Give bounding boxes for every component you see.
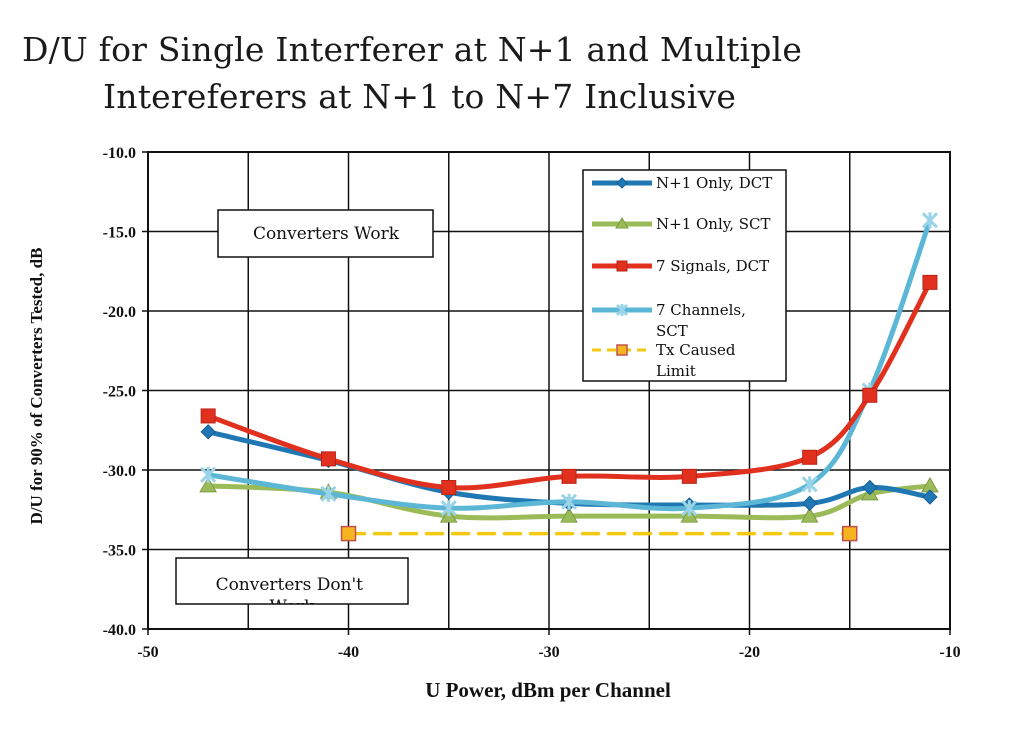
data-point-diamond [862,479,878,496]
data-point-square [320,451,336,467]
data-point-asterisk [440,500,457,517]
data-point-square [842,525,858,542]
y-tick-label: -20.0 [103,304,136,321]
data-point-triangle [560,507,578,523]
data-point-asterisk [320,485,337,502]
data-point-asterisk [560,493,578,510]
data-point-square [802,449,818,465]
annotation-text-line-2: Work [270,597,316,617]
legend-item-4: 7 Channels, SCT [592,301,746,340]
x-tick-label: -20 [739,644,760,661]
y-tick-label: -25.0 [103,384,136,401]
legend-label-line: 7 Channels, [656,301,746,319]
series-7-signals-dct [200,274,938,495]
x-tick-label: -40 [338,644,359,661]
y-axis-ticks: -10.0 -15.0 -20.0 -25.0 -30.0 -35.0 -40.0 [103,145,148,639]
y-tick-label: -30.0 [103,463,136,480]
legend-item-3: 7 Signals, DCT [592,257,769,275]
y-tick-label: -35.0 [103,543,136,560]
legend-label: Tx Caused Limit [656,341,736,380]
legend: N+1 Only, DCT N+1 Only, SCT 7 Signals, DCT… [582,169,787,382]
data-point-diamond [922,489,938,505]
data-point-asterisk [615,303,629,317]
legend-label-line: 7 Signals, DCT [656,257,769,275]
data-point-diamond [801,495,818,512]
legend-label-line: Limit [656,362,696,380]
data-point-asterisk [921,212,939,229]
legend-label-line: N+1 Only, DCT [656,174,772,192]
data-point-square [200,408,216,424]
y-tick-label: -15.0 [103,225,136,242]
y-tick-label: -40.0 [103,622,136,639]
legend-item-5: Tx Caused Limit [592,341,736,380]
annotation-text: Converters Don't Work [216,575,369,617]
legend-label: N+1 Only, DCT [656,174,772,192]
x-tick-label: -10 [939,644,960,661]
data-point-asterisk [801,476,818,493]
data-point-diamond [616,177,628,189]
annotation-box [175,557,409,605]
legend-label-line: Tx Caused [656,341,736,359]
annotation-text: Converters Work [253,224,400,244]
annotation-converters-work: Converters Work [217,209,434,258]
data-point-square [862,387,878,403]
chart-title-line-1: D/U for Single Interferer at N+1 and Mul… [22,30,803,69]
legend-label: 7 Channels, SCT [656,301,746,340]
chart-title-line-2: Intereferers at N+1 to N+7 Inclusive [103,77,737,116]
data-point-triangle [800,507,819,523]
data-point-square [681,468,697,484]
y-axis-title: D/U for 90% of Converters Tested, dB [27,248,46,525]
annotation-converters-dont-work: Converters Don't Work [175,557,409,617]
series-tx-caused-limit [340,525,858,542]
data-point-square [340,525,357,542]
annotation-text-line-1: Converters Don't [216,575,364,595]
x-tick-label: -50 [137,644,158,661]
data-point-asterisk [200,466,217,483]
legend-label-line: N+1 Only, SCT [656,215,771,233]
data-point-square [561,468,577,484]
legend-label: N+1 Only, SCT [656,215,771,233]
data-point-asterisk [681,500,698,517]
legend-item-1: N+1 Only, DCT [592,174,772,192]
data-point-square [616,344,628,356]
x-tick-label: -30 [538,644,559,661]
series-line [205,279,933,491]
data-point-diamond [200,424,216,440]
x-axis-title: U Power, dBm per Channel [425,678,671,702]
series-layer [199,212,939,542]
series-line [205,217,933,512]
data-point-square [922,274,938,290]
y-tick-label: -10.0 [103,145,136,162]
data-point-square [441,479,457,495]
data-point-square [616,260,628,272]
data-point-triangle [615,217,629,229]
legend-label-line: SCT [656,322,688,340]
x-axis-ticks: -50 -40 -30 -20 -10 [137,629,961,661]
legend-item-2: N+1 Only, SCT [592,215,771,233]
annotation-box [217,209,434,258]
legend-label: 7 Signals, DCT [656,257,769,275]
data-point-triangle [199,476,218,493]
